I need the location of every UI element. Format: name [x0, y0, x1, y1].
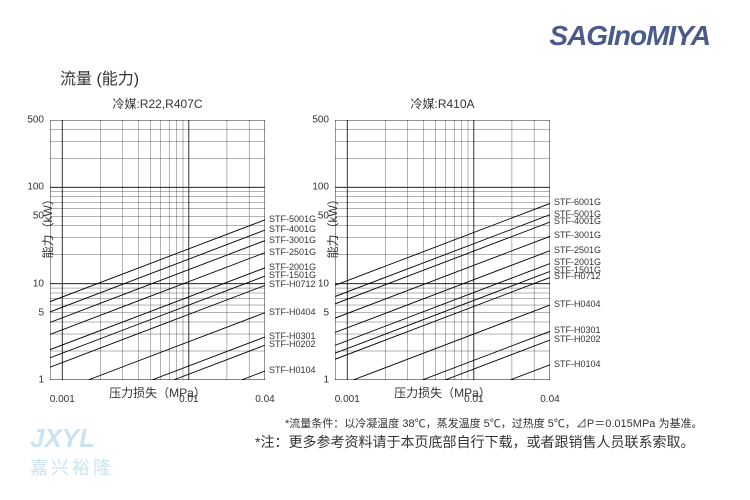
- series-label: STF-H0712: [269, 280, 316, 289]
- chart-right: 冷媒:R410A 能力（kW） 151050100500 0.0010.010.…: [335, 95, 550, 401]
- chart-right-title: 冷媒:R410A: [335, 95, 550, 112]
- series-label: STF-2501G: [269, 248, 316, 257]
- brand-logo: SAGInoMIYA: [549, 20, 710, 52]
- section-title: 流量 (能力): [60, 65, 139, 89]
- series-label: STF-4001G: [554, 217, 601, 226]
- note-body: 更多参考资料请于本页底部自行下载，或者跟销售人员联系索取。: [288, 434, 694, 450]
- series-label: STF-3001G: [554, 231, 601, 240]
- note: *注：更多参考资料请于本页底部自行下载，或者跟销售人员联系索取。: [255, 432, 694, 453]
- series-label: STF-3001G: [269, 236, 316, 245]
- watermark-logo: JXYL: [30, 423, 114, 454]
- series-label: STF-2501G: [554, 246, 601, 255]
- series-label: STF-H0104: [269, 366, 316, 375]
- series-label: STF-6001G: [554, 198, 601, 207]
- series-label: STF-H0202: [269, 340, 316, 349]
- chart-right-ylabel: 能力（kW）: [324, 193, 341, 258]
- series-label: STF-H0202: [554, 335, 601, 344]
- watermark: JXYL 嘉兴裕隆: [30, 423, 114, 480]
- chart-left-xlabel: 压力损失（MPa）: [50, 384, 265, 401]
- series-label: STF-H0404: [269, 308, 316, 317]
- chart-right-xlabel: 压力损失（MPa）: [335, 384, 550, 401]
- watermark-text: 嘉兴裕隆: [30, 454, 114, 480]
- series-label: STF-5001G: [269, 215, 316, 224]
- series-label: STF-H0104: [554, 360, 601, 369]
- note-prefix: *注：: [255, 434, 288, 450]
- footnote: *流量条件：以冷凝温度 38℃，蒸发温度 5℃，过热度 5℃，⊿P＝0.015M…: [285, 415, 702, 431]
- chart-left-plot: [50, 120, 265, 380]
- series-label: STF-H0712: [554, 272, 601, 281]
- series-label: STF-H0404: [554, 300, 601, 309]
- chart-left-title: 冷媒:R22,R407C: [50, 95, 265, 112]
- chart-left-ylabel: 能力（kW）: [39, 193, 56, 258]
- charts-container: 冷媒:R22,R407C 能力（kW） 151050100500 0.0010.…: [50, 95, 550, 401]
- series-label: STF-4001G: [269, 225, 316, 234]
- chart-right-plot: [335, 120, 550, 380]
- chart-left: 冷媒:R22,R407C 能力（kW） 151050100500 0.0010.…: [50, 95, 265, 401]
